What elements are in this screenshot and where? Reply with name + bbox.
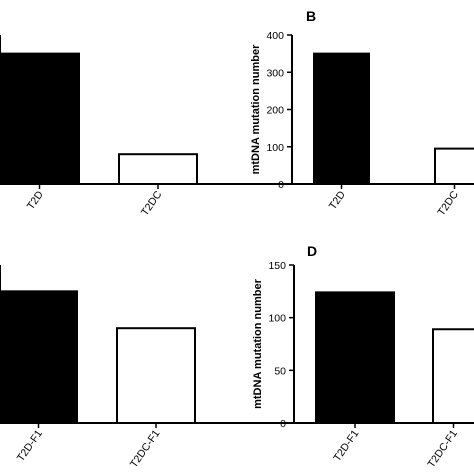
x-tick-label: T2D (327, 189, 348, 212)
panel-b: B 0 100 200 300 400 mtDNA mutation number T2D T2… (250, 8, 474, 218)
y-tick-label: 100 (268, 313, 286, 325)
y-tick-label: 400 (266, 30, 284, 42)
bar-t2dc (118, 153, 198, 185)
y-tick-label: 0 (280, 418, 286, 430)
panel-d: D 0 50 100 150 mtDNA mutation number T2D-F1 T2D… (252, 243, 474, 470)
panel-c: T2D-F1 T2DC-F1 (0, 265, 474, 470)
bar-t2d-f1 (0, 290, 78, 425)
y-tick-label: 200 (266, 105, 284, 117)
panel-a: T2D T2DC (0, 35, 474, 218)
x-tick-label: T2D-F1 (331, 428, 361, 464)
panel-letter: D (307, 243, 317, 259)
x-tick-label: T2DC-F1 (425, 428, 460, 470)
bar-t2dc-f1 (432, 328, 474, 424)
bar-t2dc-f1 (116, 327, 196, 425)
y-tick-label: 50 (274, 365, 286, 377)
y-axis-label: mtDNA mutation number (250, 44, 262, 174)
y-tick-label: 150 (268, 260, 286, 272)
x-tick-label: T2DC (139, 188, 165, 218)
x-tick-label: T2DC-F1 (128, 428, 163, 470)
y-tick-label: 300 (266, 67, 284, 79)
bar-t2d (0, 52, 80, 185)
x-tick-label: T2DC (435, 188, 461, 218)
x-tick-label: T2D (25, 189, 46, 212)
bar-t2d-f1 (315, 291, 395, 424)
bar-t2d (313, 52, 370, 185)
x-tick-label: T2D-F1 (15, 428, 45, 464)
bar-t2dc (434, 147, 474, 186)
panel-letter: B (306, 8, 316, 24)
y-axis-label: mtDNA mutation number (252, 278, 264, 408)
y-tick-label: 100 (266, 142, 284, 154)
y-tick-label: 0 (278, 179, 284, 191)
